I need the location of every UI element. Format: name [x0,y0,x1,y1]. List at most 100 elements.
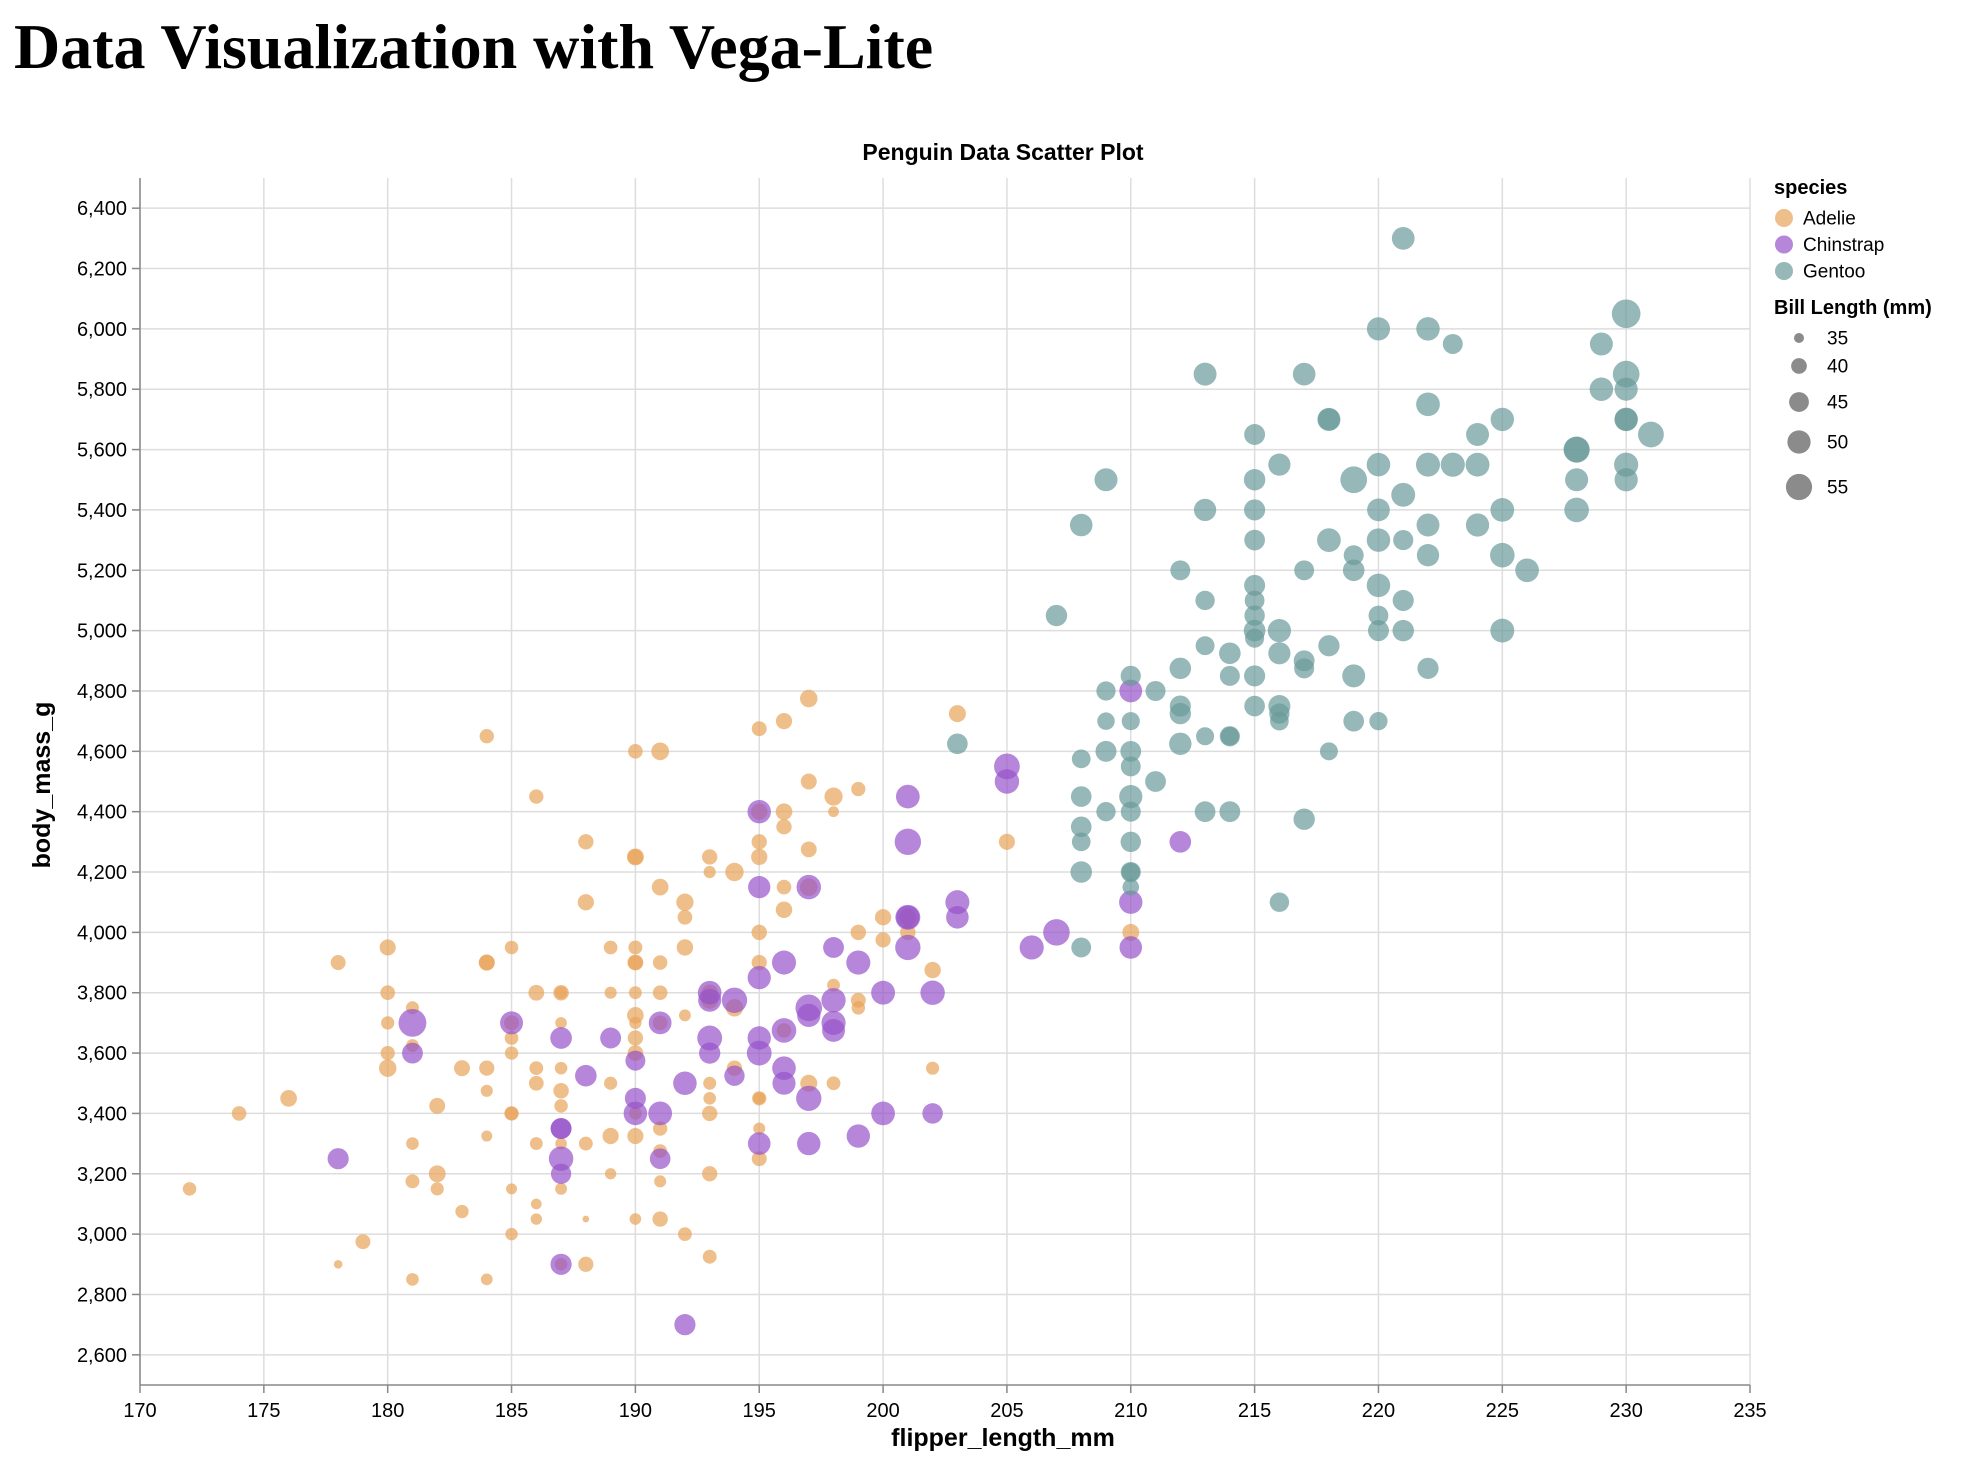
data-point-gentoo [1245,628,1265,648]
data-point-gentoo [1244,695,1265,717]
data-point-adelie [775,803,793,821]
data-point-gentoo [1589,377,1614,401]
y-tick-label: 5,800 [77,379,127,401]
data-point-gentoo [1366,573,1391,598]
data-point-gentoo [1096,681,1116,701]
data-point-gentoo [1391,482,1416,507]
data-point-gentoo [1565,468,1589,492]
data-point-gentoo [1319,742,1338,761]
data-point-chinstrap [398,1008,427,1037]
data-point-gentoo [1614,377,1638,401]
data-point-adelie [851,781,866,797]
y-tick-label: 4,000 [77,922,127,944]
data-point-gentoo [1070,816,1092,838]
data-point-gentoo [1270,711,1289,731]
data-point-gentoo [1244,499,1266,521]
data-point-chinstrap [1119,890,1143,914]
y-tick-label: 6,000 [77,319,127,341]
data-point-adelie [479,729,494,744]
legend-label-chinstrap: Chinstrap [1803,235,1884,256]
data-point-gentoo [1120,665,1141,686]
data-point-gentoo [1292,362,1316,386]
data-point-adelie [429,1097,446,1114]
data-point-gentoo [1393,530,1414,551]
data-point-gentoo [1195,590,1215,611]
data-point-chinstrap [673,1071,697,1096]
legend-label-adelie: Adelie [1803,209,1856,230]
data-point-gentoo [1416,544,1440,567]
x-tick-label: 195 [743,1400,776,1422]
legend-size-swatch [1793,332,1805,344]
x-axis: 170 175 180 185 190 195 200 205 210 215 220 225 230 2… [123,1384,1767,1422]
data-point-gentoo [1416,392,1440,417]
data-point-gentoo [1589,332,1613,356]
data-point-chinstrap [748,875,771,899]
x-tick-label: 225 [1486,1400,1519,1422]
data-point-gentoo [1094,468,1118,492]
data-point-adelie [828,806,839,818]
data-point-chinstrap [550,1163,572,1184]
x-tick-label: 210 [1114,1400,1147,1422]
data-point-adelie [604,1168,617,1180]
data-point-adelie [529,789,544,804]
data-point-chinstrap [550,1118,572,1139]
data-point-adelie [703,1092,717,1105]
data-point-gentoo [1120,756,1141,777]
data-point-adelie [654,1175,667,1188]
y-tick-label: 3,000 [77,1224,127,1246]
data-point-adelie [528,984,545,1001]
data-point-adelie [629,1016,642,1030]
data-point-adelie [677,909,693,925]
data-point-adelie [355,1234,371,1250]
data-point-gentoo [1343,545,1364,566]
x-tick-label: 180 [371,1400,404,1422]
data-point-adelie [800,841,817,858]
y-tick-label: 6,200 [77,259,127,281]
data-point-chinstrap [674,1314,696,1336]
data-point-gentoo [1342,664,1366,688]
y-tick-label: 3,600 [77,1043,127,1065]
legend-swatch-gentoo [1775,262,1793,280]
data-point-chinstrap [871,980,896,1005]
data-point-gentoo [1466,423,1489,446]
legend: species Bill Length (mm) Adelie Chinstrap… [1774,177,1932,501]
data-point-chinstrap [920,980,945,1005]
y-tick-label: 4,600 [77,741,127,763]
data-point-adelie [480,1273,493,1286]
x-tick-label: 205 [990,1400,1023,1422]
data-point-chinstrap [1019,935,1044,960]
data-point-adelie [504,1046,519,1060]
data-point-gentoo [1169,732,1192,755]
data-point-chinstrap [871,1101,895,1126]
data-point-adelie [505,1227,518,1241]
data-point-gentoo [1614,407,1638,432]
chart-title: Penguin Data Scatter Plot [862,139,1144,165]
data-point-gentoo [1611,299,1641,329]
data-point-adelie [406,1273,419,1286]
legend-size-swatch [1787,430,1811,454]
data-point-gentoo [1120,801,1141,822]
data-point-gentoo [1096,802,1116,822]
y-tick-label: 3,400 [77,1103,127,1125]
data-point-adelie [528,1075,544,1091]
data-point-chinstrap [823,937,844,958]
data-point-adelie [776,879,792,895]
data-point-gentoo [1045,604,1068,627]
data-point-gentoo [1440,452,1465,477]
data-point-adelie [504,1031,519,1045]
data-point-adelie [628,940,643,955]
data-point-adelie [578,834,594,850]
y-tick-label: 5,000 [77,621,127,643]
x-tick-label: 175 [247,1400,280,1422]
data-point-adelie [875,932,891,948]
data-point-chinstrap [796,1085,822,1111]
data-point-adelie [826,1076,841,1091]
data-point-adelie [333,1259,343,1269]
data-point-chinstrap [1043,919,1070,946]
x-tick-label: 200 [866,1400,899,1422]
data-point-gentoo [1194,801,1216,823]
data-point-gentoo [1490,407,1514,432]
data-point-gentoo [1268,642,1291,665]
data-point-chinstrap [1119,679,1143,703]
data-point-gentoo [1368,605,1389,626]
